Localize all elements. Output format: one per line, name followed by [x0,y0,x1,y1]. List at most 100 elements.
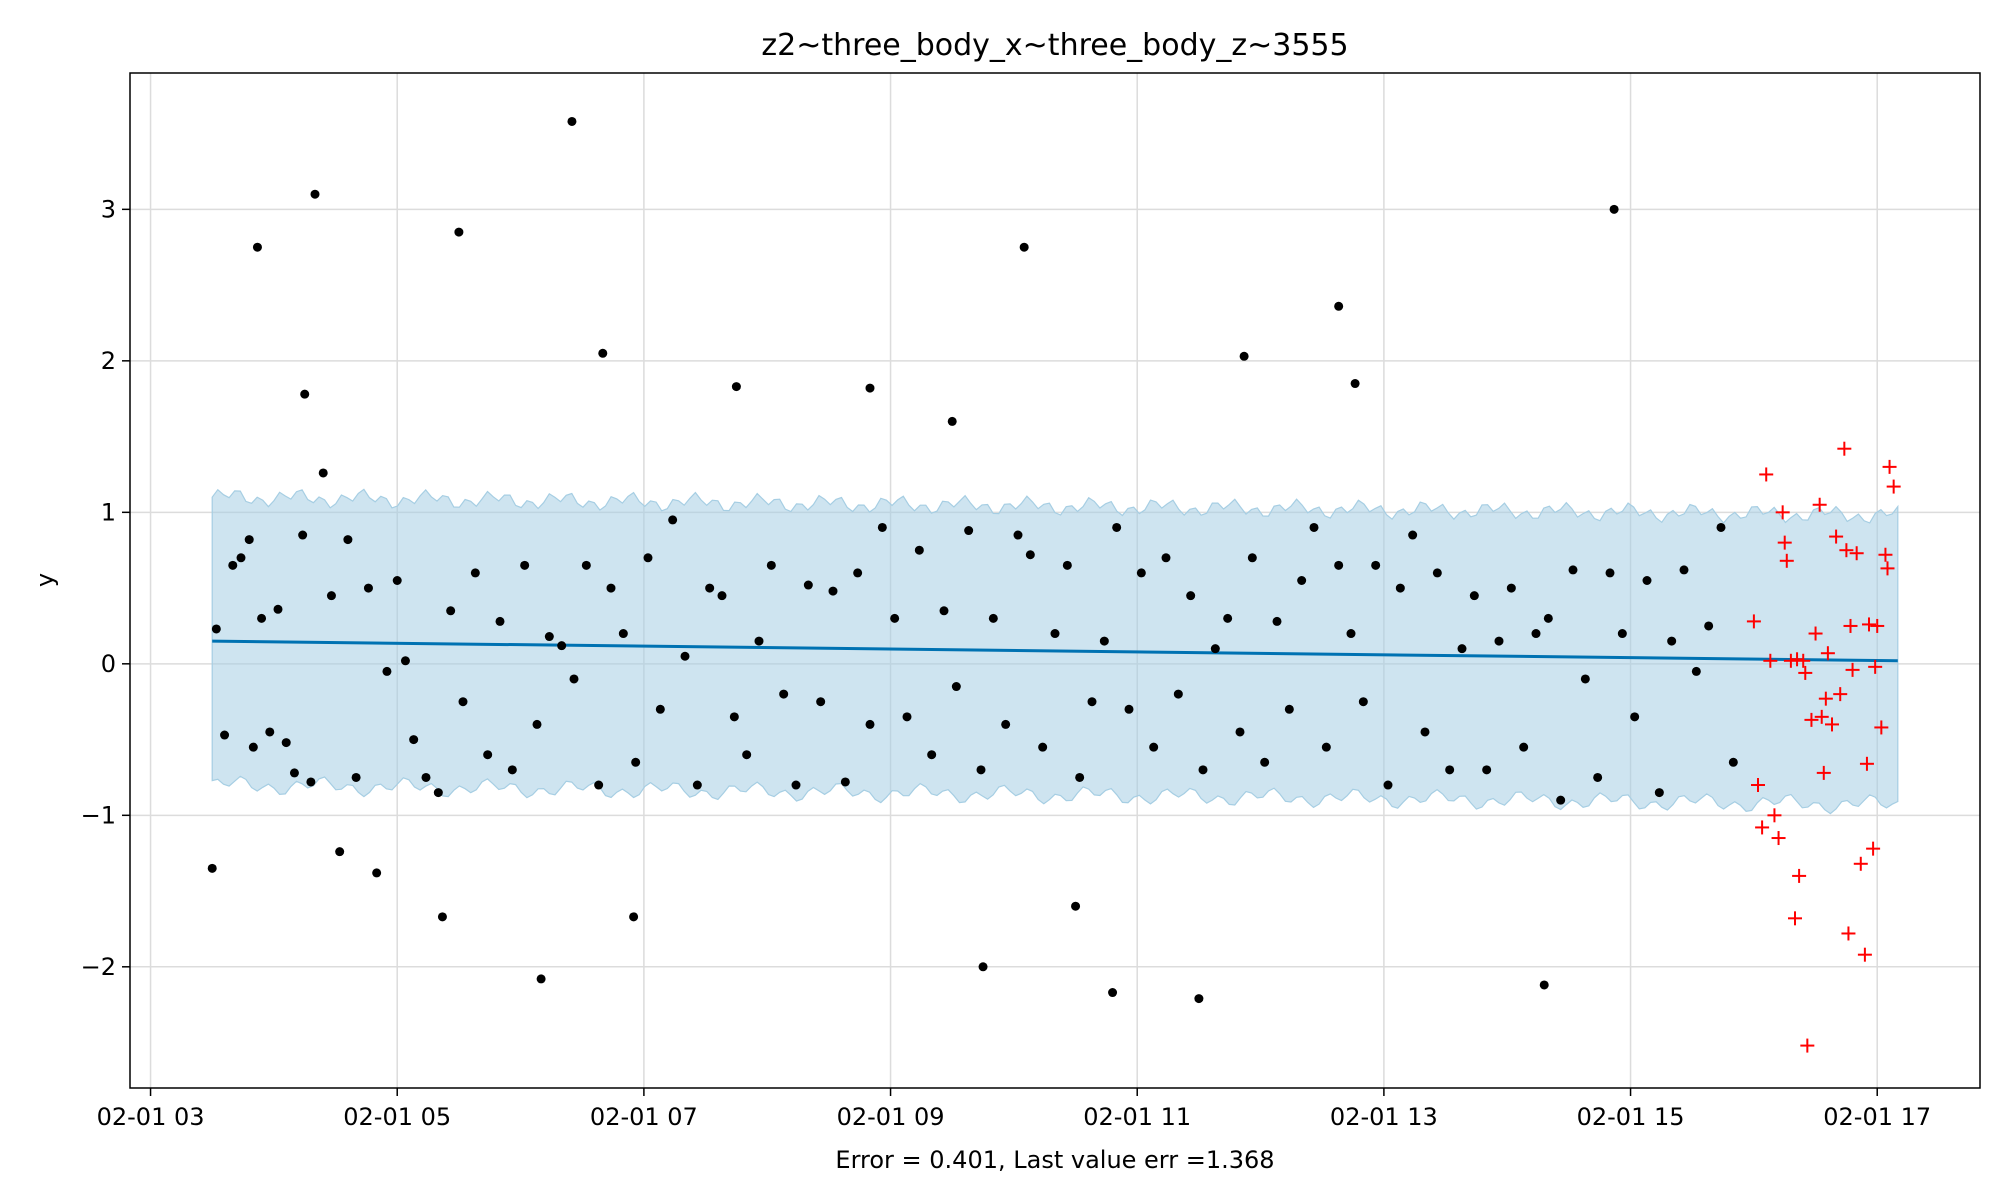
data-point [976,765,986,775]
data-point [1716,522,1726,532]
data-point [754,636,764,646]
data-point [1691,666,1701,676]
forecast-point [1771,831,1786,846]
data-point [816,697,826,707]
data-point [1297,576,1307,585]
data-point [248,742,258,752]
data-point [1580,674,1590,684]
forecast-point [1746,614,1761,629]
data-point [458,697,468,707]
data-point [1667,636,1677,646]
forecast-point [1818,691,1833,706]
data-point [594,780,604,790]
forecast-point [1833,687,1848,702]
data-point [1568,565,1578,575]
data-point [409,735,419,745]
data-point [372,868,382,878]
forecast-point [1790,652,1805,667]
data-point [1334,560,1344,570]
forecast-point [1825,717,1839,732]
forecast-point [1849,546,1864,561]
y-tick-label: −2 [81,953,116,981]
data-point [717,591,727,601]
data-point [400,656,410,666]
data-point [643,553,653,563]
forecast-point [1870,618,1885,633]
data-point [557,641,567,651]
data-point [228,560,238,570]
forecast-point [1812,497,1827,512]
data-point [705,583,715,593]
data-point [779,689,789,699]
data-point [437,912,447,922]
data-point [1556,795,1566,805]
data-point [454,227,464,237]
data-point [902,712,912,722]
data-point [629,912,639,922]
data-point [1186,591,1196,601]
data-point [351,772,361,782]
data-point [567,116,577,126]
data-point [680,651,690,661]
data-point [1679,565,1689,575]
y-tick-label: 2 [101,347,116,375]
data-point [1210,644,1220,654]
data-point [865,383,875,393]
data-point [1198,765,1208,775]
data-point [470,568,480,578]
data-point [1099,636,1109,646]
data-point [483,750,493,760]
data-point [446,606,456,616]
data-point [1617,629,1627,639]
y-axis-label: y [31,573,59,587]
forecast-point [1866,841,1881,856]
data-point [1272,616,1282,626]
data-point [236,553,246,563]
data-point [211,624,221,634]
points-layer [207,116,1738,1004]
data-point [951,682,961,692]
data-point [1149,742,1159,752]
data-point [1371,560,1381,570]
data-point [1642,576,1652,585]
data-point [343,535,353,545]
forecast-point [1880,561,1895,576]
data-point [618,629,628,639]
data-point [1235,727,1245,737]
forecast-point [1853,856,1868,871]
forecast-point [1862,617,1876,632]
x-tick-label: 02-01 15 [1577,1103,1685,1131]
data-point [1519,742,1529,752]
forecast-point [1882,459,1897,474]
data-point [1494,636,1504,646]
data-point [1071,901,1081,911]
data-point [1062,560,1072,570]
forecast-point [1796,653,1811,668]
data-point [1445,765,1455,775]
data-point [947,416,957,426]
data-point [1654,788,1664,798]
data-point [244,535,254,545]
data-point [281,738,291,748]
data-point [791,780,801,790]
forecast-point [1829,529,1844,544]
forecast-point [1755,820,1770,835]
data-point [668,515,678,525]
data-point [1543,613,1553,623]
data-point [1013,530,1023,540]
data-point [877,522,887,532]
data-point [1593,772,1603,782]
x-tick-label: 02-01 07 [590,1103,698,1131]
data-point [289,768,299,778]
data-point [692,780,702,790]
forecast-point [1777,535,1792,550]
data-point [1001,719,1011,729]
data-point [1108,988,1118,998]
data-point [273,604,283,614]
data-point [433,788,443,798]
data-point [421,772,431,782]
data-point [207,863,217,873]
data-point [1247,553,1257,563]
forecast-point [1859,756,1874,771]
